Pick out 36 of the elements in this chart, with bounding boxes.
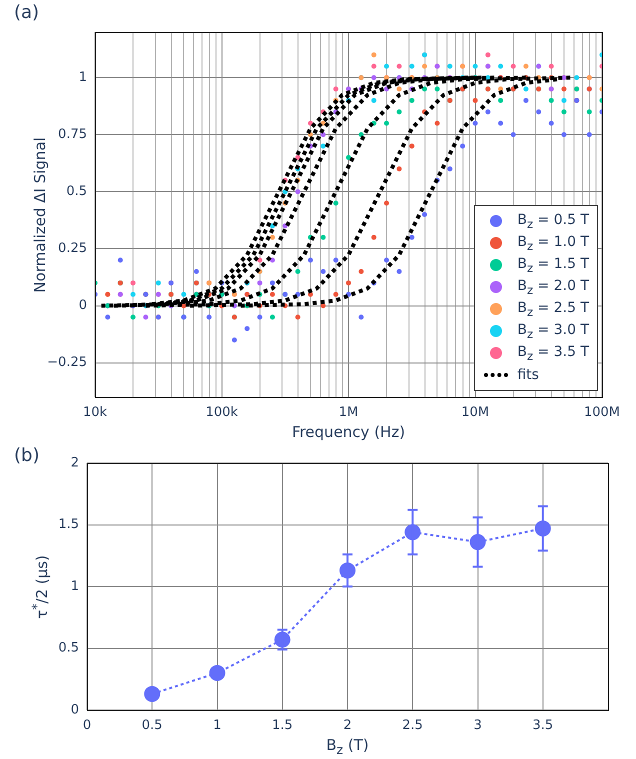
y-tick-label: 0: [78, 298, 87, 314]
x-tick-label: 1M: [338, 405, 358, 420]
legend-label: B$_{z}$ = 3.5 T: [517, 344, 589, 362]
x-tick-label: 1.5: [272, 718, 293, 734]
x-tick-label: 3: [474, 718, 482, 734]
x-tick-label: 10k: [82, 405, 108, 420]
legend-label: B$_{z}$ = 2.0 T: [517, 278, 589, 296]
x-tick-label: 2.5: [402, 718, 423, 734]
x-tick-label: 3.5: [532, 718, 554, 734]
legend-label: B$_{z}$ = 2.5 T: [517, 300, 589, 318]
y-tick-label: 2: [70, 455, 79, 470]
x-axis-title: B$_{z}$ (T): [326, 736, 369, 757]
y-axis-title: Normalized ΔI Signal: [31, 136, 49, 292]
y-tick-label: 0: [70, 702, 79, 718]
x-tick-label: 100M: [584, 405, 620, 420]
y-tick-label: 0.5: [58, 640, 79, 656]
y-tick-label: 1.5: [58, 517, 79, 532]
chart-title: (a): [14, 2, 40, 23]
y-tick-label: −0.25: [47, 355, 87, 370]
x-axis-title: Frequency (Hz): [292, 423, 406, 441]
x-tick-label: 0.5: [142, 718, 162, 734]
x-tick-label: 10M: [461, 405, 490, 420]
x-tick-label: 2: [343, 718, 352, 734]
legend-label: fits: [517, 367, 539, 383]
x-tick-label: 1: [213, 718, 222, 734]
y-tick-label: 1: [70, 578, 79, 594]
x-tick-label: 100k: [206, 405, 238, 420]
legend-label: B$_{z}$ = 1.0 T: [517, 234, 589, 252]
y-tick-label: 0.5: [66, 184, 87, 200]
y-tick-label: 0.75: [58, 127, 87, 142]
legend-label: B$_{z}$ = 0.5 T: [517, 212, 589, 230]
legend-label: B$_{z}$ = 3.0 T: [517, 322, 589, 340]
chart-title: (b): [14, 445, 40, 466]
y-tick-label: 0.25: [58, 241, 87, 256]
y-tick-label: 1: [78, 70, 87, 85]
legend-label: B$_{z}$ = 1.5 T: [517, 256, 589, 274]
